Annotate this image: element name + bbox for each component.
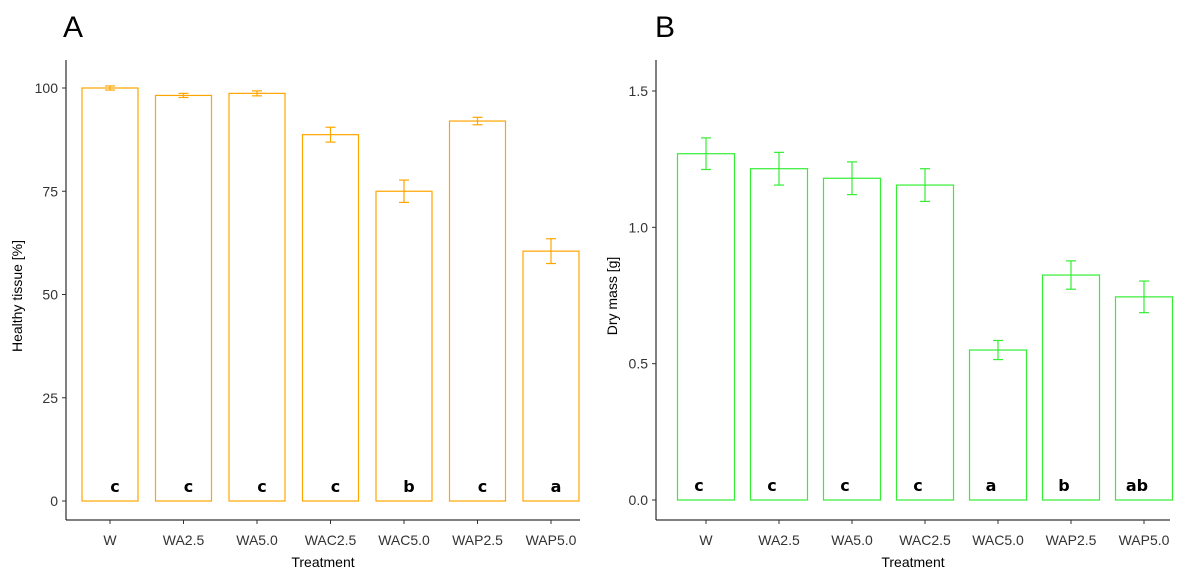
x-tick-label: WA2.5	[758, 532, 800, 548]
x-tick-label: WAC5.0	[972, 532, 1024, 548]
significance-label: c	[478, 477, 487, 496]
x-tick-label: WAP2.5	[452, 532, 503, 548]
panel-B: B 0.0 0.5 1.0 1.5 c Wc WA2.5 c WA5.0 c WAC2.5 a WAC5.…	[604, 11, 1174, 570]
bar-WAC2.5	[301, 134, 360, 502]
y-tick-label: 0.5	[629, 356, 649, 372]
significance-label: c	[257, 477, 266, 496]
y-axis-title: Dry mass [g]	[604, 257, 620, 336]
y-tick-label: 100	[35, 80, 59, 96]
y-tick-label: 50	[42, 287, 58, 303]
bar-W	[81, 87, 139, 502]
bar-WA5.0	[228, 92, 286, 502]
significance-label: c	[331, 477, 340, 496]
x-tick-label: WA5.0	[236, 532, 278, 548]
x-tick-label: WA2.5	[163, 532, 205, 548]
x-tick-label: W	[103, 532, 117, 548]
significance-label: c	[913, 476, 922, 495]
significance-label: c	[184, 477, 193, 496]
y-tick-label: 0.0	[629, 492, 649, 508]
bar-WAP2.5	[1041, 274, 1101, 501]
panel-letter: B	[655, 11, 675, 44]
bar-WA5.0	[822, 177, 882, 501]
y-axis-title: Healthy tissue [%]	[9, 240, 25, 352]
significance-label: b	[1058, 476, 1069, 495]
x-axis-title: Treatment	[291, 554, 354, 570]
bar-WAP2.5	[448, 120, 507, 502]
significance-label: a	[986, 476, 997, 495]
x-axis-title: Treatment	[881, 554, 944, 570]
x-tick-label: WA5.0	[831, 532, 873, 548]
y-tick-label: 0	[50, 493, 58, 509]
x-tick-label: W	[699, 532, 713, 548]
x-tick-label: WAC2.5	[305, 532, 357, 548]
bar-WAC5.0	[968, 349, 1028, 501]
bar-WAC5.0	[375, 190, 433, 502]
y-tick-label: 75	[42, 183, 58, 199]
significance-label: c	[694, 476, 703, 495]
bar-WAP5.0	[1114, 296, 1174, 501]
panel-A: A 0 25 50 75 100 c Wc WA2.5 c WA5.0 c WAC2.5 b WAC5.0 c…	[9, 11, 580, 570]
bar-WAP5.0	[522, 250, 580, 502]
bar-W	[676, 153, 736, 501]
significance-label: b	[403, 477, 414, 496]
y-tick-label: 25	[42, 390, 58, 406]
y-tick-label: 1.0	[629, 219, 649, 235]
x-tick-label: WAC2.5	[899, 532, 951, 548]
significance-label: c	[840, 476, 849, 495]
significance-label: c	[767, 476, 776, 495]
x-tick-label: WAP2.5	[1046, 532, 1097, 548]
x-tick-label: WAP5.0	[1119, 532, 1170, 548]
significance-label: ab	[1126, 476, 1148, 495]
bar-WA2.5	[749, 168, 809, 501]
significance-label: c	[110, 477, 119, 496]
y-tick-label: 1.5	[629, 83, 649, 99]
bar-WA2.5	[154, 94, 213, 502]
panel-letter: A	[63, 11, 83, 44]
significance-label: a	[551, 477, 562, 496]
bar-WAC2.5	[895, 184, 955, 501]
x-tick-label: WAP5.0	[526, 532, 577, 548]
x-tick-label: WAC5.0	[378, 532, 430, 548]
